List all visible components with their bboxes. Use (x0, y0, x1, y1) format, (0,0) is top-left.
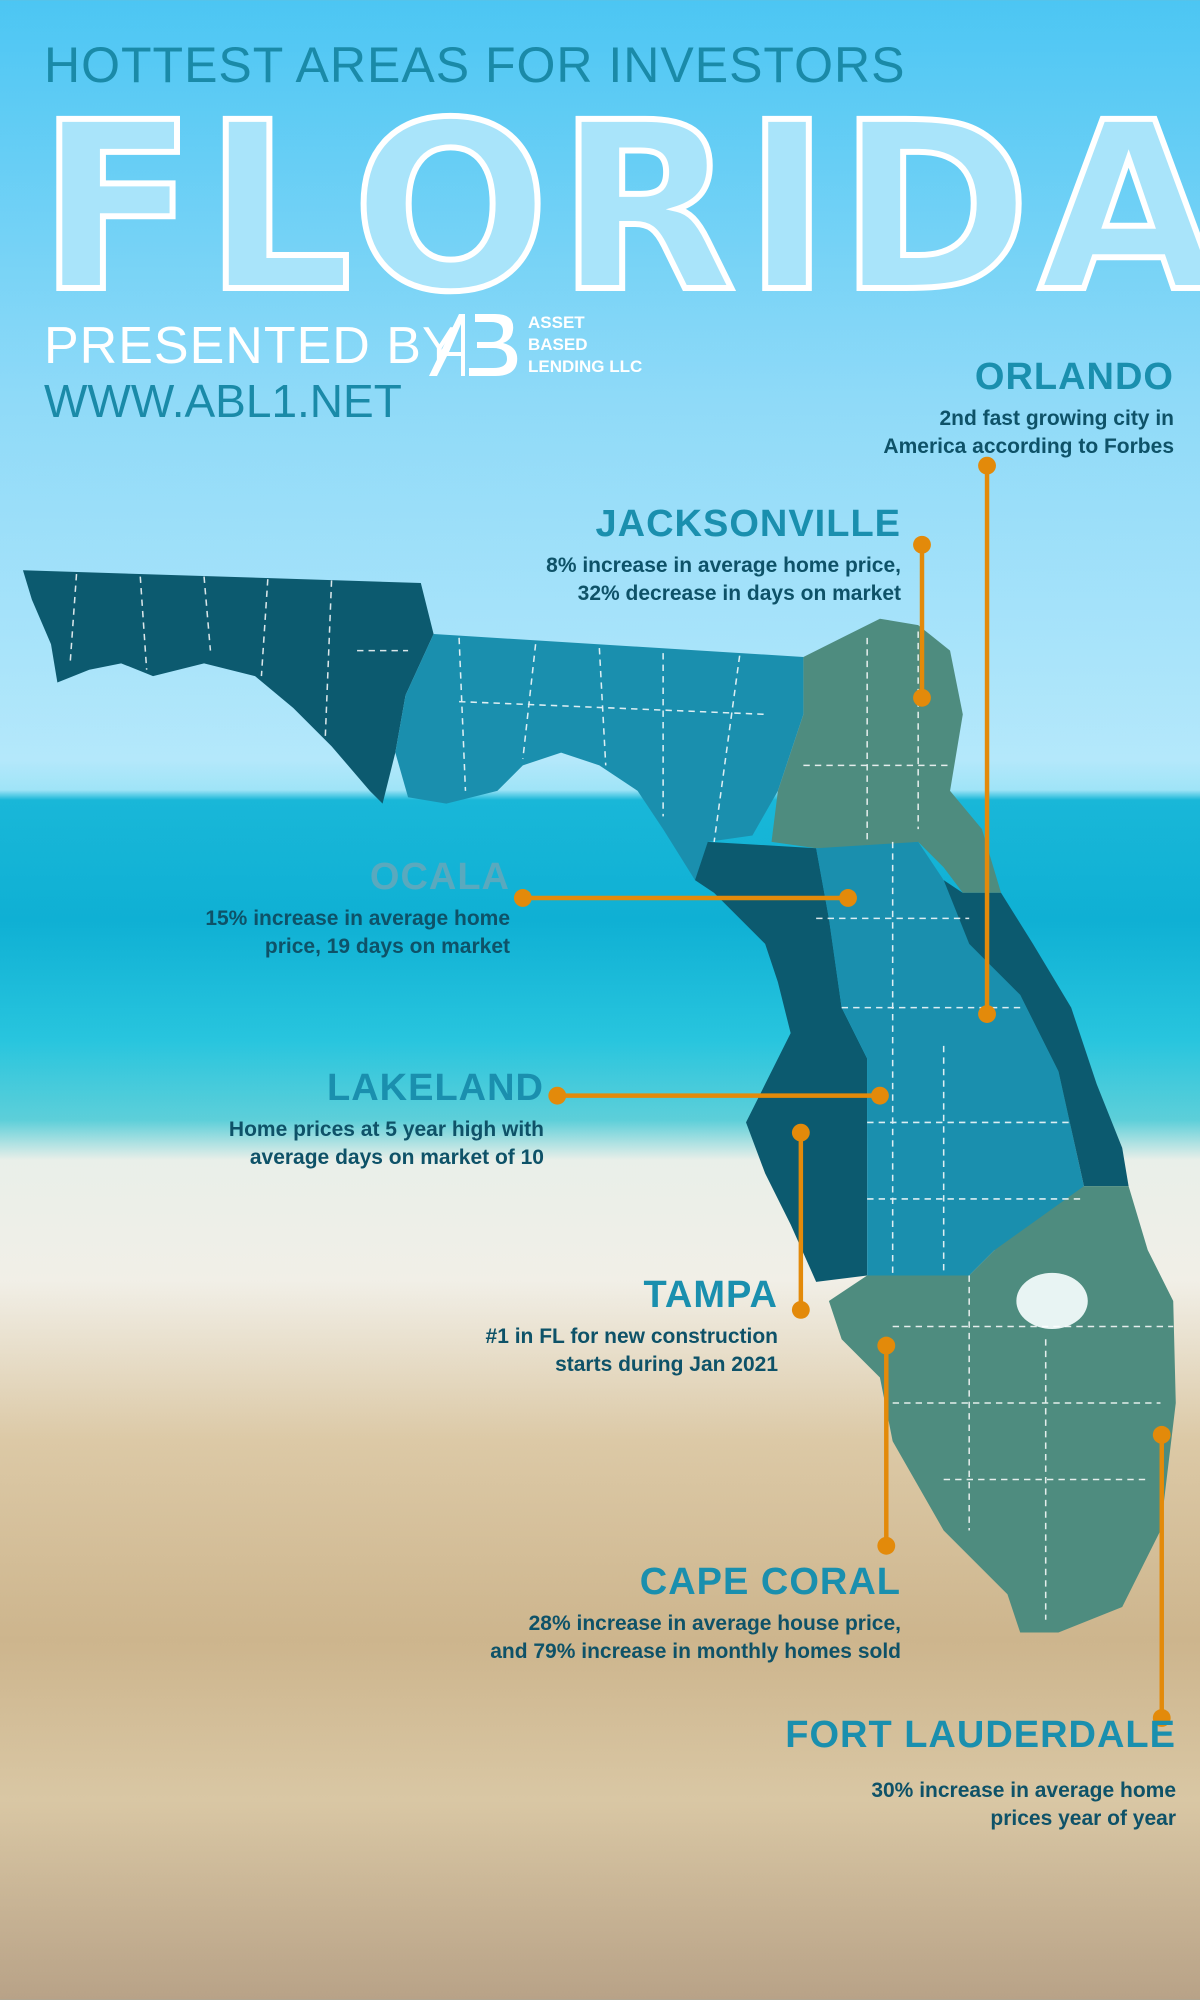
abl-logo (429, 314, 518, 376)
region-big-bend (395, 634, 804, 881)
county-lines (69, 574, 1174, 1620)
dot (513, 889, 532, 907)
city-desc: 2nd fast growing city in America accordin… (883, 405, 1174, 461)
dot (548, 1086, 567, 1105)
city-desc: 30% increase in average home prices year … (785, 1777, 1176, 1833)
dot (978, 1005, 996, 1023)
leader-dots (513, 456, 1171, 1727)
dot (870, 1086, 889, 1105)
callout-lakeland: LAKELAND Home prices at 5 year high with… (229, 1068, 544, 1172)
city-name: JACKSONVILLE (595, 503, 901, 545)
region-northeast (771, 618, 1002, 893)
callout-jacksonville: JACKSONVILLE 8% increase in average home… (546, 504, 901, 608)
leader-lines (522, 465, 1164, 1718)
region-panhandle (22, 570, 434, 804)
city-desc: #1 in FL for new construction starts duri… (486, 1323, 778, 1379)
desc-line: average days on market of 10 (249, 1146, 544, 1169)
kicker-heading: HOTTEST AREAS FOR INVESTORS (44, 37, 906, 93)
region-east-coast (943, 880, 1129, 1187)
desc-line: starts during Jan 2021 (555, 1353, 778, 1376)
desc-line: and 79% increase in monthly homes sold (490, 1640, 901, 1663)
desc-line: 30% increase in average home (871, 1779, 1176, 1802)
callout-ocala: OCALA 15% increase in average home price,… (205, 857, 510, 961)
desc-line: 28% increase in average house price, (528, 1612, 901, 1635)
desc-line: America according to Forbes (883, 435, 1174, 458)
region-central (816, 841, 1084, 1276)
lake-okeechobee (1016, 1272, 1088, 1330)
desc-line: 2nd fast growing city in (939, 407, 1174, 430)
dot (978, 456, 996, 475)
desc-line: 32% decrease in days on market (577, 582, 901, 605)
city-desc: 28% increase in average house price, and … (490, 1610, 901, 1666)
city-desc: Home prices at 5 year high with average d… (229, 1116, 544, 1172)
dot (877, 1336, 896, 1355)
dot (791, 1300, 810, 1319)
logo-line: BASED (528, 335, 588, 354)
website-link[interactable]: WWW.ABL1.NET (44, 375, 402, 427)
dot (913, 688, 931, 707)
dot (1152, 1709, 1171, 1727)
city-name: TAMPA (643, 1274, 778, 1316)
callout-cape-coral: CAPE CORAL 28% increase in average house… (490, 1562, 901, 1666)
dot (791, 1123, 810, 1142)
logo-text: ASSET BASED LENDING LLC (528, 312, 642, 378)
desc-line: #1 in FL for new construction (485, 1325, 778, 1348)
dot (839, 889, 857, 907)
callout-fort-lauderdale: FORT LAUDERDALE 30% increase in average … (785, 1715, 1176, 1833)
city-name: OCALA (369, 856, 510, 898)
city-desc: 8% increase in average home price, 32% de… (546, 552, 901, 608)
region-west-central (695, 841, 868, 1282)
dot (877, 1536, 896, 1555)
desc-line: prices year of year (990, 1807, 1176, 1830)
presented-by: PRESENTED BY (44, 317, 458, 375)
logo-line: LENDING LLC (528, 357, 643, 376)
region-south (828, 1186, 1176, 1633)
callout-tampa: TAMPA #1 in FL for new construction start… (486, 1275, 778, 1379)
page-title: FLORIDA (35, 73, 1200, 343)
city-name: ORLANDO (974, 356, 1174, 398)
city-name: LAKELAND (327, 1067, 544, 1109)
callout-orlando: ORLANDO 2nd fast growing city in America … (883, 357, 1174, 461)
desc-line: 15% increase in average home (205, 907, 510, 930)
dot (1152, 1425, 1171, 1444)
city-name: FORT LAUDERDALE (785, 1714, 1176, 1756)
desc-line: 8% increase in average home price, (546, 554, 901, 577)
logo-line: ASSET (528, 313, 585, 332)
city-desc: 15% increase in average home price, 19 da… (205, 905, 510, 961)
city-name: CAPE CORAL (639, 1561, 901, 1603)
desc-line: Home prices at 5 year high with (228, 1118, 544, 1141)
desc-line: price, 19 days on market (264, 935, 510, 958)
dot (913, 535, 931, 554)
